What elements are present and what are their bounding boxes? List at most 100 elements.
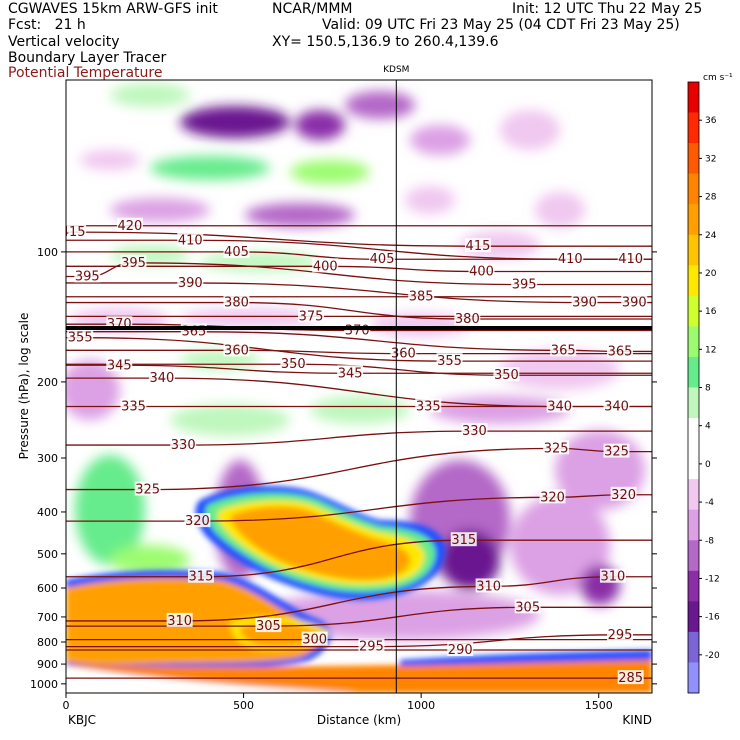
isentrope-label-bg (337, 365, 364, 380)
isentrope-label-bg (301, 631, 328, 646)
isentrope-330 (66, 430, 652, 446)
isentrope-label-bg (390, 345, 417, 360)
colorbar-label--8: -8 (705, 536, 714, 546)
isentrope-label-bg (170, 437, 197, 452)
isentrope-label-bg (450, 532, 477, 547)
header-field-3: Potential Temperature (8, 65, 163, 81)
x-tick-label-1000: 1000 (407, 699, 435, 712)
isentrope-label-bg (599, 568, 626, 583)
isentrope-label-390: 390 (572, 296, 597, 311)
colorbar-swatch (688, 326, 699, 358)
isentrope-label-320: 320 (611, 488, 636, 503)
isentrope-label-bg (610, 486, 637, 501)
isentrope-label-bg (468, 263, 495, 278)
isentrope-label-bg (177, 232, 204, 247)
isentrope-label-bg (475, 578, 502, 593)
y-tick-label-100: 100 (37, 246, 58, 259)
isentrope-label-bg (187, 568, 214, 583)
y-tick-label-1000: 1000 (30, 678, 58, 691)
isentrope-label-400: 400 (313, 259, 338, 274)
isentrope-label-bg (617, 251, 644, 266)
isentrope-label-410: 410 (618, 252, 643, 267)
header-xy: XY= 150.5,136.9 to 260.4,139.6 (272, 34, 499, 50)
isentrope-label-bg (464, 238, 491, 253)
isentrope-label-bg (514, 599, 541, 614)
colorbar-label-12: 12 (705, 345, 716, 355)
isentrope-label-345: 345 (107, 358, 132, 373)
isentrope-label-350: 350 (281, 357, 306, 372)
isentrope-label-bg (120, 254, 147, 269)
isentrope-label-405: 405 (224, 245, 249, 260)
y-tick-label-800: 800 (37, 636, 58, 649)
isentrope-label-bg (120, 398, 147, 413)
colorbar: 36 32 28 24 20 16 12 8 4 0 -4 -8 -12 -16 -20 (687, 81, 720, 694)
isentrope-label-bg (493, 367, 520, 382)
isentrope-label-bg (408, 288, 435, 303)
plot-frame (65, 79, 653, 694)
isentrope-label-bg (603, 443, 630, 458)
isentrope-label-bg (255, 618, 282, 633)
colorbar-swatch (688, 540, 699, 572)
isentrope-label-bg (571, 294, 598, 309)
plot-area: 285 290 295 295 300 305 305 310 310 310 315 315 320 3… (61, 80, 652, 693)
colorbar-swatch (688, 82, 699, 113)
header-field-2: Boundary Layer Tracer (8, 50, 167, 66)
isentrope-label-bg (603, 398, 630, 413)
y-tick-label-700: 700 (37, 611, 58, 624)
isentrope-label-bg (358, 638, 385, 653)
isentrope-label-290: 290 (448, 643, 473, 658)
isentrope-label-380: 380 (455, 312, 480, 327)
isentrope-label-bg (415, 398, 442, 413)
isentrope-label-305: 305 (515, 600, 540, 615)
x-tick-label-0: 0 (63, 699, 70, 712)
colorbar-swatch (688, 234, 699, 266)
isentrope-label-340: 340 (604, 400, 629, 415)
isentrope-label-385: 385 (409, 290, 434, 305)
isentrope-label-330: 330 (171, 438, 196, 453)
isentrope-label-285: 285 (618, 671, 643, 686)
isentrope-label-355: 355 (437, 354, 462, 369)
isentrope-label-310: 310 (167, 614, 192, 629)
isentrope-label-bg (447, 642, 474, 657)
isentrope-305 (66, 606, 652, 627)
header-fcst: Fcst: 21 h (8, 17, 86, 33)
isentrope-label-340: 340 (149, 371, 174, 386)
y-axis-label: Pressure (hPa), log scale (17, 313, 31, 460)
y-axis: 100 200 300 400 500 600 700 800 900 1000 (30, 246, 657, 691)
header-field-1: Vertical velocity (8, 34, 120, 50)
kdsm-marker-label: KDSM (383, 65, 409, 75)
colorbar-swatch (688, 479, 699, 510)
colorbar-label-20: 20 (705, 269, 717, 279)
isentrope-label-360: 360 (391, 347, 416, 362)
isentrope-label-bg (607, 343, 634, 358)
isentrope-label-bg (312, 258, 339, 273)
isentrope-label-405: 405 (370, 252, 395, 267)
colorbar-swatch (688, 662, 699, 694)
isentrope-label-360: 360 (224, 343, 249, 358)
isentrope-315 (66, 539, 652, 578)
colorbar-label-32: 32 (705, 154, 716, 164)
colorbar-unit: cm s⁻¹ (703, 73, 733, 83)
x-axis-label: Distance (km) (317, 713, 401, 727)
y-tick-label-600: 600 (37, 582, 58, 595)
colorbar-swatch (688, 387, 699, 419)
isentrope-label-bg (223, 342, 250, 357)
isentrope-label-295: 295 (608, 628, 633, 643)
isentrope-label-395: 395 (121, 256, 146, 271)
isentrope-label-415: 415 (61, 225, 86, 240)
isentrope-label-400: 400 (469, 264, 494, 279)
isentrope-380 (66, 301, 652, 320)
isentrope-label-bg (74, 268, 101, 283)
y-tick-label-400: 400 (37, 506, 58, 519)
isentrope-label-bg (557, 251, 584, 266)
isentrope-label-390: 390 (622, 296, 647, 311)
colorbar-swatch (688, 295, 699, 327)
isentrope-label-335: 335 (121, 400, 146, 415)
colorbar-swatch (688, 570, 699, 602)
isentrope-label-bg (223, 294, 250, 309)
colorbar-swatch (688, 112, 699, 144)
colorbar-swatch (688, 173, 699, 205)
isentrope-label-bg (298, 308, 325, 323)
isentrope-label-bg (607, 626, 634, 641)
colorbar-label--4: -4 (705, 498, 714, 508)
